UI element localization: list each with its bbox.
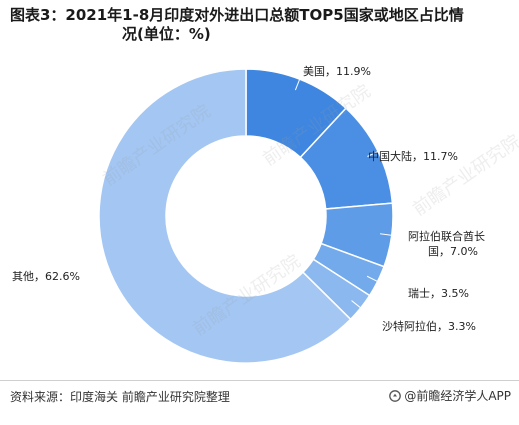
brand-logo-icon [389, 389, 402, 402]
chart-title: 图表3：2021年1-8月印度对外进出口总额TOP5国家或地区占比情 况(单位：… [10, 6, 510, 44]
title-line-2: 况(单位：%) [122, 25, 211, 43]
brand-credit: @前瞻经济学人APP [389, 387, 511, 404]
leader-line-4 [351, 300, 368, 314]
slice-label-1: 中国大陆，11.7% [368, 149, 458, 163]
watermark-text: 前瞻产业研究院 [409, 131, 519, 220]
slice-label-0: 美国，11.9% [303, 65, 371, 78]
slice-label-5: 其他，62.6% [12, 270, 80, 283]
footer-divider [0, 380, 519, 381]
slice-label-4: 沙特阿拉伯，3.3% [382, 319, 476, 333]
slice-label-3: 瑞士，3.5% [408, 286, 469, 300]
leader-line-1 [367, 146, 387, 157]
leader-line-0 [294, 70, 304, 91]
source-note: 资料来源：印度海关 前瞻产业研究院整理 [10, 390, 230, 404]
slice-label-2: 阿拉伯联合酋长国，7.0% [408, 229, 485, 258]
leader-line-3 [366, 275, 386, 286]
leader-line-2 [379, 233, 401, 237]
brand-text: @前瞻经济学人APP [404, 389, 511, 403]
title-line-1: 图表3：2021年1-8月印度对外进出口总额TOP5国家或地区占比情 [10, 6, 464, 24]
slice-5 [98, 68, 352, 364]
donut-chart: 美国，11.9% 中国大陆，11.7% 阿拉伯联合酋长国，7.0% 瑞士，3.5% 沙特… [12, 65, 519, 364]
